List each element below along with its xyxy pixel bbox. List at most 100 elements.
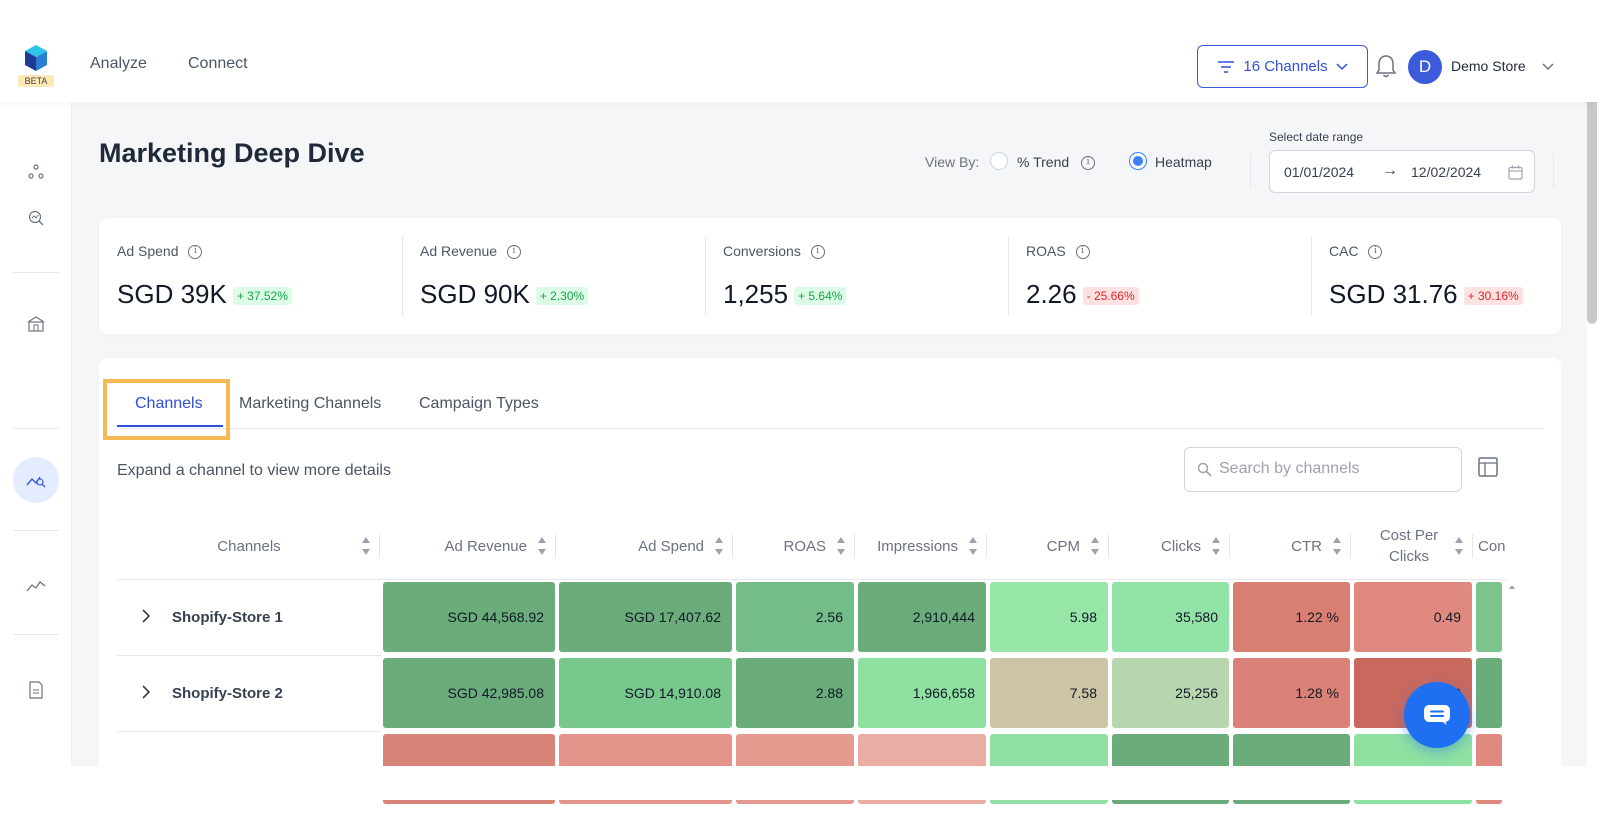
header-separator [1472, 534, 1473, 558]
sort-icon[interactable] [361, 535, 371, 557]
search-input[interactable] [1219, 460, 1449, 478]
column-header-label: Impressions [877, 537, 958, 555]
column-header-label: Ad Revenue [444, 537, 527, 555]
divider [705, 236, 706, 316]
column-header-label: Cost Per Clicks [1379, 527, 1439, 565]
search-analytics-icon[interactable] [24, 206, 48, 230]
info-icon[interactable]: i [1368, 245, 1383, 260]
avatar[interactable]: D [1408, 50, 1442, 84]
kpi-value: 1,255 [723, 279, 789, 309]
table-scrollbar[interactable] [1507, 579, 1516, 818]
table-hint: Expand a channel to view more details [117, 462, 391, 479]
heatmap-radio[interactable] [1129, 152, 1147, 170]
nav-analyze[interactable]: Analyze [90, 55, 147, 72]
heatmap-cell: 2,910,444 [858, 582, 986, 652]
trend-radio-label[interactable]: % Trend i [1017, 154, 1096, 171]
app-logo[interactable]: BETA [18, 45, 54, 89]
sort-icon[interactable] [1211, 535, 1221, 557]
column-header[interactable]: Clicks [1110, 513, 1231, 579]
heatmap-cell: 25,256 [1112, 658, 1229, 728]
store-name[interactable]: Demo Store [1451, 58, 1526, 74]
heatmap-cell: 1.28 % [1233, 658, 1350, 728]
header-separator [1108, 534, 1109, 558]
bell-icon[interactable] [1374, 53, 1398, 79]
channels-filter-button[interactable]: 16 Channels [1197, 45, 1368, 88]
tab-channels[interactable]: Channels [135, 395, 203, 412]
sort-icon[interactable] [1454, 535, 1464, 557]
sidebar-divider [13, 530, 59, 531]
column-header[interactable]: ROAS [734, 513, 856, 579]
table-row[interactable]: Shopify-Store 1 [117, 579, 377, 655]
info-icon[interactable]: i [1081, 156, 1096, 171]
column-header-label: Clicks [1161, 537, 1201, 555]
kpi-value: SGD 90K [420, 279, 530, 309]
line-chart-icon[interactable] [24, 574, 48, 598]
header-divider [117, 579, 1516, 580]
trend-analysis-icon[interactable] [24, 468, 48, 492]
header-separator [1350, 534, 1351, 558]
kpi-value: 2.26 [1026, 279, 1077, 309]
info-icon[interactable]: i [810, 245, 825, 260]
column-header[interactable]: Ad Revenue [381, 513, 557, 579]
sidebar-divider [13, 634, 59, 635]
store-chevron-down-icon[interactable] [1540, 58, 1556, 74]
kpi-change-badge: + 37.52% [232, 287, 292, 306]
channel-name: Shopify-Store 1 [172, 608, 283, 626]
header-separator [986, 534, 987, 558]
column-header[interactable]: Con [1474, 513, 1516, 579]
page-scrollbar[interactable] [1587, 32, 1597, 324]
sort-icon[interactable] [1332, 535, 1342, 557]
nav-connect[interactable]: Connect [188, 55, 248, 72]
header-separator [1229, 534, 1230, 558]
columns-layout-icon[interactable] [1476, 455, 1500, 479]
column-header[interactable]: CTR [1231, 513, 1352, 579]
info-icon[interactable]: i [188, 245, 203, 260]
heatmap-cell: 2.88 [736, 658, 854, 728]
channel-search[interactable] [1184, 447, 1462, 492]
store-icon[interactable] [24, 312, 48, 336]
kpi-roas: ROAS i 2.26 - 25.66% [1008, 218, 1311, 334]
tab-campaign-types[interactable]: Campaign Types [419, 395, 539, 412]
nodes-icon[interactable] [24, 160, 48, 184]
chevron-right-icon[interactable] [139, 684, 153, 700]
sort-icon[interactable] [537, 535, 547, 557]
divider [1311, 236, 1312, 316]
info-icon[interactable]: i [506, 245, 521, 260]
chevron-right-icon[interactable] [139, 608, 153, 624]
table-row[interactable]: Shopify-Store 2 [117, 655, 377, 731]
kpi-summary-card: Ad Spend i SGD 39K + 37.52% Ad Revenue i … [99, 218, 1561, 334]
tab-marketing-channels[interactable]: Marketing Channels [239, 395, 382, 412]
column-header[interactable]: Channels [117, 513, 381, 579]
kpi-ad-spend: Ad Spend i SGD 39K + 37.52% [99, 218, 402, 334]
sort-icon[interactable] [836, 535, 846, 557]
sort-icon[interactable] [714, 535, 724, 557]
report-icon[interactable] [24, 678, 48, 702]
info-icon[interactable]: i [1075, 245, 1090, 260]
column-header[interactable]: Impressions [856, 513, 988, 579]
kpi-ad-revenue: Ad Revenue i SGD 90K + 2.30% [402, 218, 705, 334]
column-header[interactable]: CPM [988, 513, 1110, 579]
heatmap-cell: 35,580 [1112, 582, 1229, 652]
date-range-picker[interactable]: 01/01/2024 → 12/02/2024 [1269, 150, 1535, 193]
kpi-change-badge: + 2.30% [535, 287, 589, 306]
trend-radio[interactable] [990, 152, 1008, 170]
divider [1250, 154, 1251, 188]
chat-button[interactable] [1404, 682, 1470, 748]
divider [1553, 154, 1554, 188]
row-divider [117, 731, 381, 732]
channel-name: Shopify-Store 2 [172, 684, 283, 702]
heatmap-cell: SGD 14,910.08 [559, 658, 732, 728]
date-to[interactable]: 12/02/2024 [1411, 164, 1482, 180]
sort-icon[interactable] [968, 535, 978, 557]
chat-icon [1424, 705, 1450, 725]
bottom-strip [0, 766, 1600, 800]
date-from[interactable]: 01/01/2024 [1284, 164, 1355, 180]
calendar-icon[interactable] [1508, 165, 1523, 180]
column-header[interactable]: Ad Spend [557, 513, 734, 579]
heatmap-radio-label[interactable]: Heatmap [1155, 154, 1212, 170]
search-icon [1197, 462, 1212, 477]
sort-icon[interactable] [1090, 535, 1100, 557]
kpi-change-badge: + 30.16% [1463, 287, 1523, 306]
header-separator [555, 534, 556, 558]
column-header[interactable]: Cost Per Clicks [1352, 513, 1474, 579]
